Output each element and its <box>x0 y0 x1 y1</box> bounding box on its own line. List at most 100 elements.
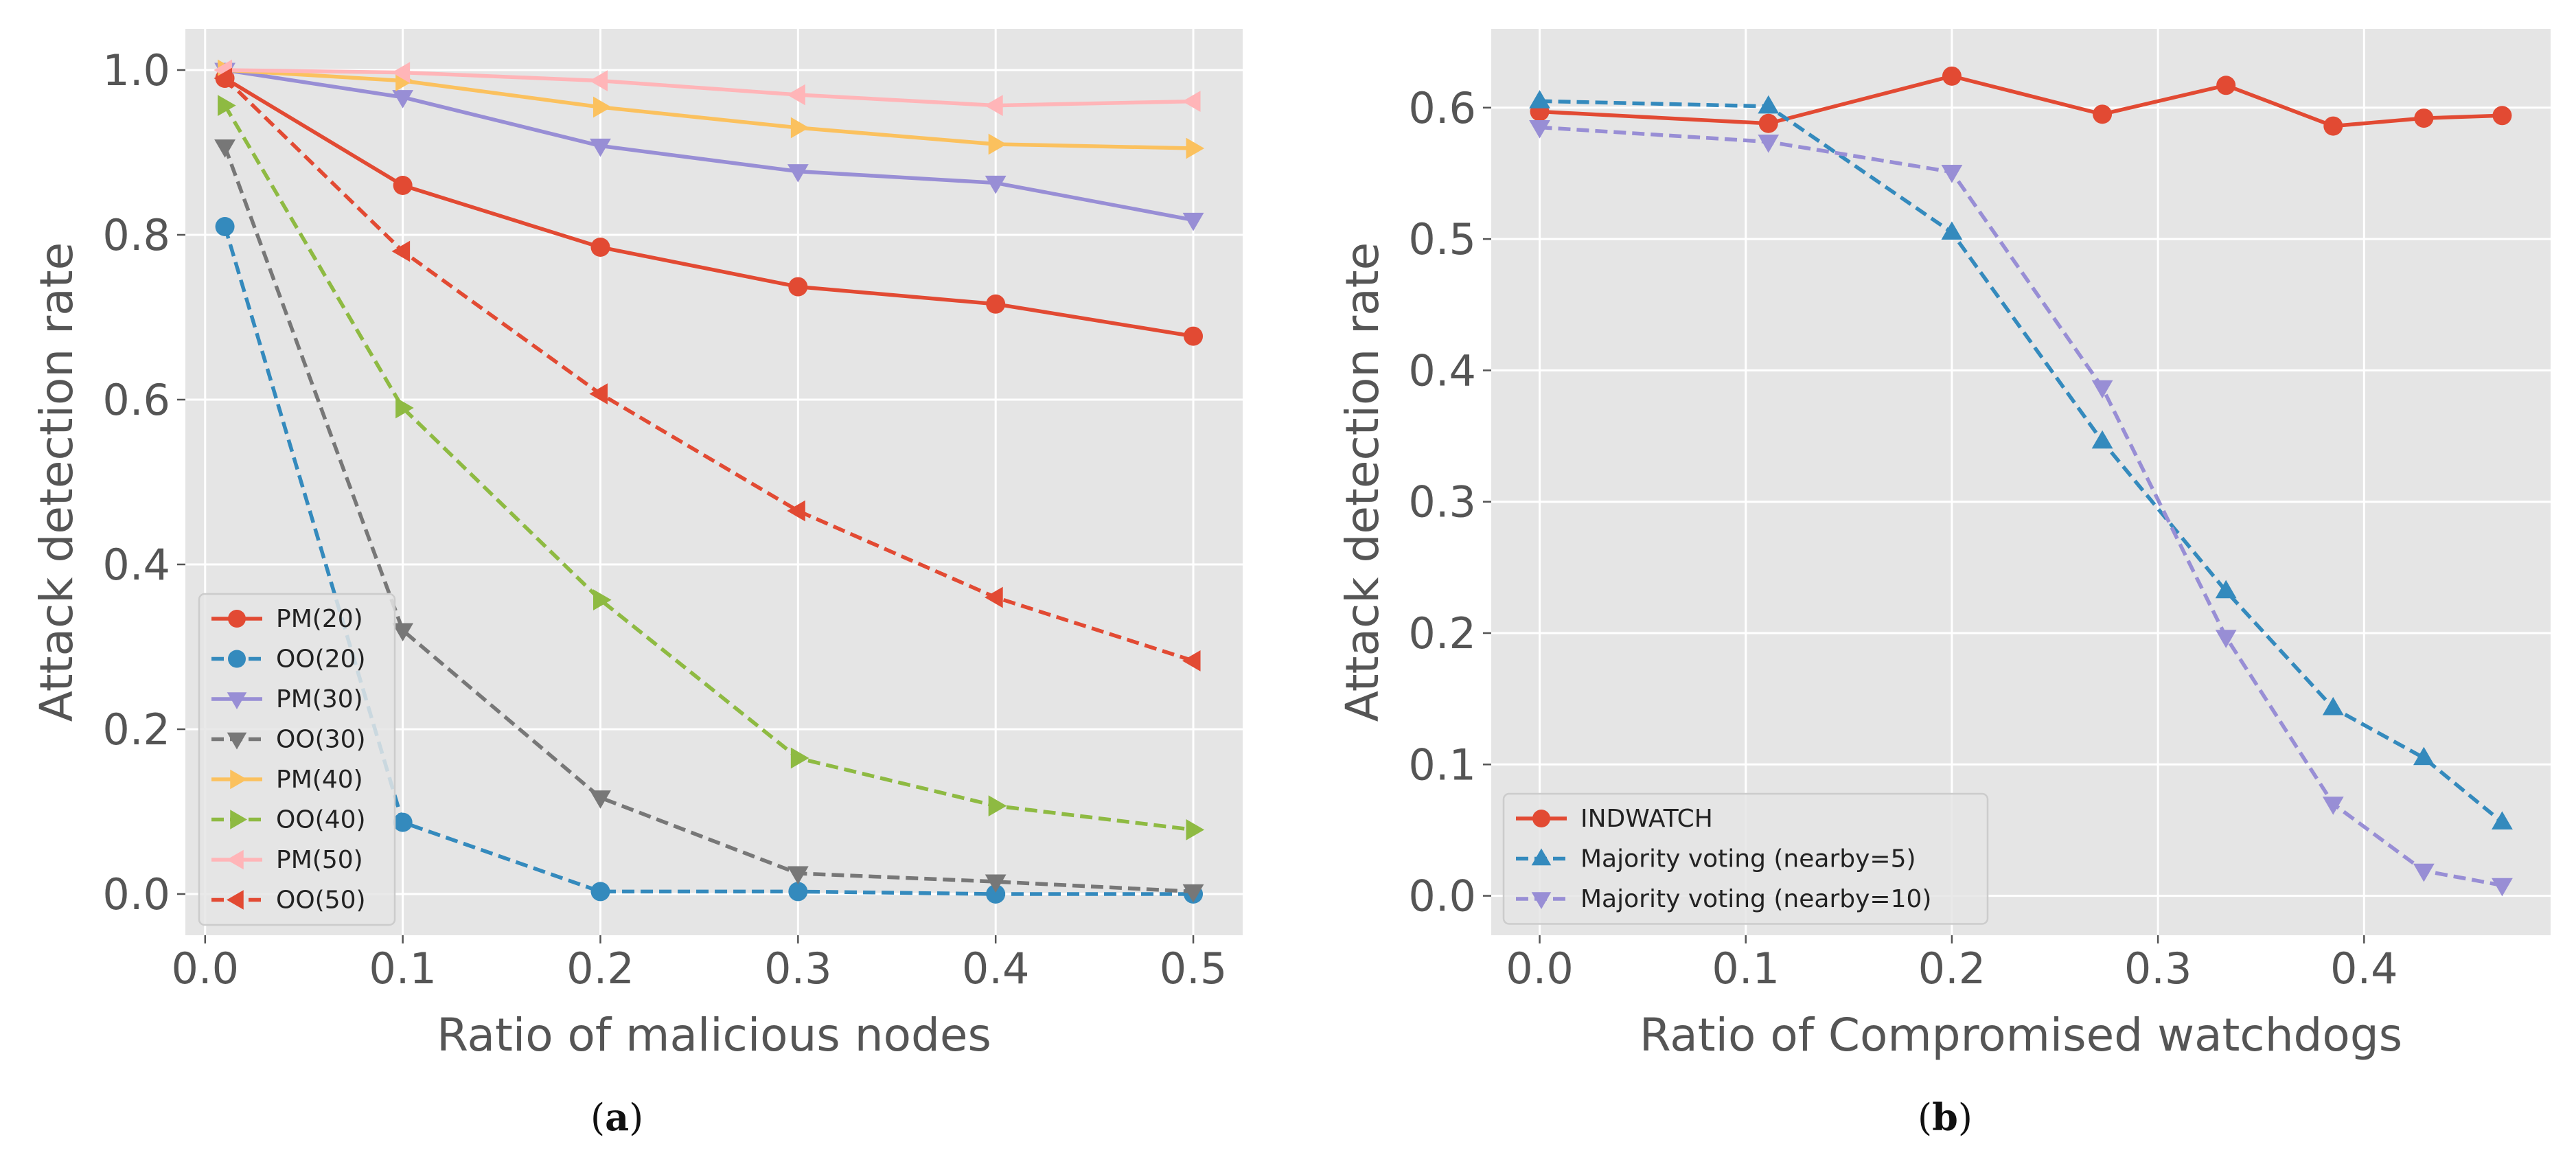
data-point <box>2322 797 2344 815</box>
series-line <box>223 104 1194 832</box>
legend-swatch-marker <box>1531 848 1552 866</box>
legend-item: Majority voting (nearby=10) <box>1516 885 1931 913</box>
data-point <box>393 176 413 195</box>
data-point <box>2492 811 2513 829</box>
y-axis-label: Attack detection rate <box>30 242 83 722</box>
series-OO(40) <box>218 95 1205 840</box>
data-point <box>1758 95 1780 114</box>
legend-label: OO(30) <box>276 726 366 754</box>
x-axis-label: Ratio of malicious nodes <box>437 1009 991 1062</box>
data-point <box>2323 116 2343 136</box>
data-point <box>2414 108 2434 128</box>
x-tick-label: 0.4 <box>2330 943 2398 994</box>
legend-item: PM(30) <box>211 685 363 713</box>
data-point <box>2215 630 2237 648</box>
legend-swatch-marker <box>1532 810 1550 827</box>
data-point <box>391 62 411 83</box>
y-axis-label: Attack detection rate <box>1336 242 1389 722</box>
legend-label: Majority voting (nearby=10) <box>1580 885 1931 913</box>
data-point <box>590 790 611 809</box>
x-tick-label: 0.2 <box>566 943 634 994</box>
data-point <box>988 795 1007 816</box>
caption-b: (b) <box>1918 1095 1973 1139</box>
y-tick-label: 1.0 <box>102 45 170 95</box>
y-tick-label: 0.5 <box>1408 214 1476 264</box>
data-point <box>392 90 414 108</box>
data-point <box>392 623 414 642</box>
y-tick-label: 0.8 <box>102 210 170 260</box>
data-point <box>985 95 1003 116</box>
y-tick-label: 0.0 <box>102 869 170 919</box>
series-line <box>222 226 1194 896</box>
data-point <box>590 882 610 902</box>
data-point <box>988 133 1007 155</box>
x-tick-label: 0.0 <box>171 943 239 994</box>
data-point <box>1186 819 1205 840</box>
data-point <box>214 139 235 158</box>
legend-swatch-marker <box>227 890 244 910</box>
x-axis-label: Ratio of Compromised watchdogs <box>1640 1009 2402 1062</box>
data-point <box>1941 221 1963 240</box>
chart-a: 0.0 0.1 0.2 0.3 0.4 0.5 0.0 0.2 0.4 0.6 0.8 1.0 Rati… <box>30 29 1243 1062</box>
data-point <box>985 874 1007 893</box>
legend-swatch-marker <box>230 810 247 829</box>
data-point <box>1941 165 1963 183</box>
data-point <box>218 95 236 116</box>
series-line <box>225 68 1194 222</box>
data-point <box>788 277 808 297</box>
series-line <box>223 77 1194 663</box>
data-point <box>590 138 611 157</box>
series-line <box>1539 125 2503 888</box>
data-point <box>1758 113 1778 133</box>
data-point <box>790 117 809 139</box>
caption-a: (a) <box>590 1095 644 1139</box>
data-point <box>391 240 411 262</box>
legend-label: PM(20) <box>276 605 363 633</box>
data-point <box>214 67 233 89</box>
data-point <box>2091 430 2113 449</box>
series-Majority voting (nearby=10) <box>1529 119 2513 897</box>
y-tick-label: 0.1 <box>1408 740 1476 790</box>
legend-swatch-marker <box>227 692 247 709</box>
x-tick-label: 0.3 <box>764 943 832 994</box>
data-point <box>1529 90 1550 108</box>
legend-item: PM(40) <box>211 766 363 794</box>
legend-box <box>198 593 396 926</box>
series-line <box>224 76 1194 339</box>
data-point <box>2322 696 2344 715</box>
y-tick-label: 0.2 <box>1408 608 1476 659</box>
data-point <box>1182 91 1201 112</box>
data-point <box>2492 106 2512 126</box>
data-point <box>1182 650 1201 672</box>
data-point <box>1182 212 1204 231</box>
legend-item: OO(20) <box>211 645 366 674</box>
legend-label: PM(40) <box>276 766 363 794</box>
legend-swatch-marker <box>227 732 247 750</box>
legend-swatch-marker <box>1531 892 1552 909</box>
data-point <box>395 397 414 419</box>
series-line <box>1539 74 2503 128</box>
data-point <box>787 500 805 522</box>
data-point <box>2216 76 2236 95</box>
data-point <box>589 70 608 91</box>
data-point <box>985 586 1003 608</box>
legend-item: OO(40) <box>211 806 366 834</box>
data-point <box>1758 135 1780 153</box>
series-OO(50) <box>214 67 1201 672</box>
data-point <box>986 294 1006 314</box>
data-point <box>1942 66 1962 86</box>
series-INDWATCH <box>1530 66 2512 136</box>
data-point <box>2413 863 2435 882</box>
legend-label: PM(50) <box>276 846 363 874</box>
legend-box <box>1502 792 1989 925</box>
legend-swatch-marker <box>227 849 244 870</box>
data-point <box>790 747 809 769</box>
legend-item: PM(20) <box>211 605 363 633</box>
y-tick-label: 0.6 <box>1408 83 1476 133</box>
data-point <box>2492 878 2513 897</box>
x-tick-label: 0.1 <box>369 943 437 994</box>
data-point <box>393 812 413 832</box>
x-tick-label: 0.4 <box>962 943 1030 994</box>
data-point <box>986 884 1006 904</box>
